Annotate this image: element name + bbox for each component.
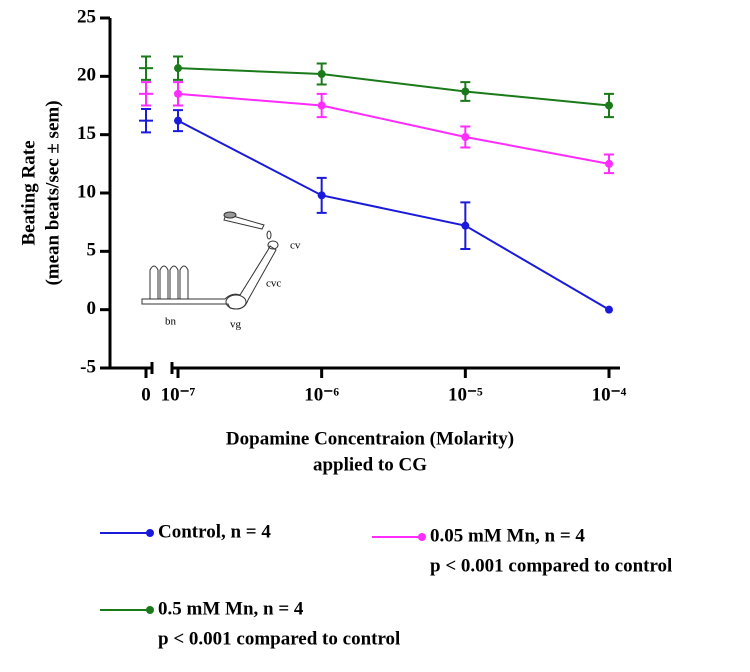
marker [317, 70, 326, 78]
marker [317, 101, 326, 110]
x-tick-label: 10⁻⁴ [592, 384, 627, 405]
y-tick-label: 20 [77, 65, 96, 86]
legend-label: Control, n = 4 [158, 521, 271, 542]
x-label-2: applied to CG [313, 454, 427, 475]
cv-dot [266, 230, 272, 240]
inset-label: vg [230, 319, 242, 331]
y-tick-label: 15 [77, 123, 96, 144]
inset-diagram [141, 211, 279, 310]
y-tick-label: 10 [77, 181, 96, 202]
legend-note: p < 0.001 compared to control [158, 628, 400, 649]
marker [317, 191, 326, 200]
x-tick-label: 10⁻⁶ [304, 384, 339, 405]
marker [461, 87, 470, 96]
marker [605, 159, 613, 168]
legend-label: 0.5 mM Mn, n = 4 [158, 598, 304, 619]
legend-marker [146, 606, 154, 614]
marker [461, 221, 470, 230]
marker [174, 116, 182, 125]
y-tick-label: -5 [80, 356, 96, 377]
legend-marker [418, 533, 426, 541]
series-line [177, 119, 610, 311]
legend-label: 0.05 mM Mn, n = 4 [430, 525, 585, 546]
y-label-2: (mean beats/sec ± sem) [42, 100, 63, 285]
y-tick-label: 0 [87, 298, 97, 319]
y-axis-title: Beating Rate (mean beats/sec ± sem) [18, 100, 63, 285]
inset-label: cvc [266, 278, 281, 290]
legend-note: p < 0.001 compared to control [430, 555, 672, 576]
electrode-tip [223, 211, 237, 219]
axes [108, 18, 620, 374]
vg-shape [225, 294, 247, 310]
neurons [149, 265, 189, 299]
y-tick-label: 5 [87, 240, 97, 261]
x-label: Dopamine Concentraion (Molarity) [226, 428, 514, 449]
x-tick-label: 10⁻⁷ [161, 384, 196, 405]
series-line [177, 92, 610, 165]
marker [174, 89, 182, 98]
x-tick-label: 10⁻⁵ [448, 384, 483, 405]
marker [174, 64, 182, 73]
marker [605, 101, 613, 110]
y-label: Beating Rate [18, 140, 39, 245]
ganglion-outline [141, 245, 277, 310]
legend-marker [146, 529, 154, 537]
series-line [177, 67, 610, 107]
y-tick-label: 25 [77, 6, 96, 27]
electrode [223, 213, 265, 230]
inset-label: bn [165, 316, 177, 328]
inset-label: cv [290, 240, 301, 252]
cv-shape [267, 240, 279, 250]
marker [605, 305, 613, 314]
x-tick-label: 0 [141, 384, 151, 405]
marker [461, 133, 470, 141]
